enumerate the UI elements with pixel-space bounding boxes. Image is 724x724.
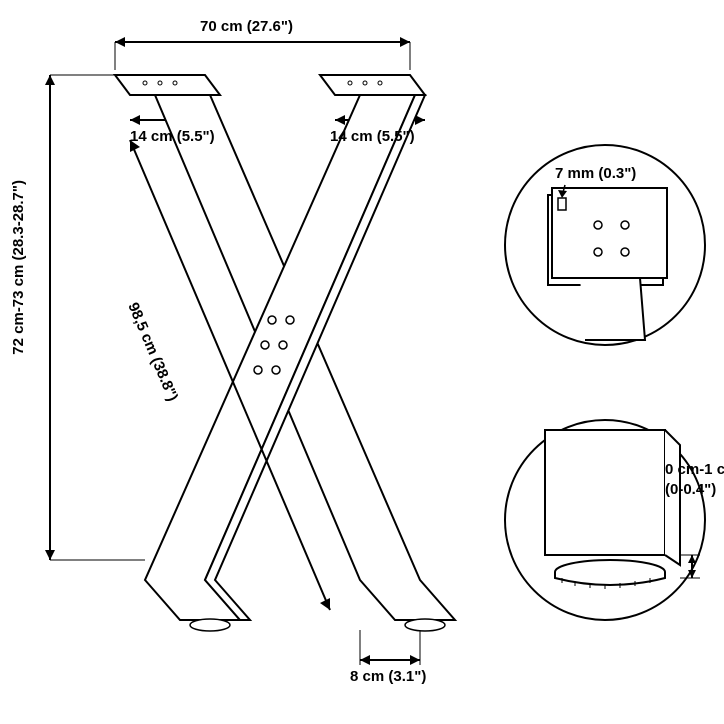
label-height: 72 cm-73 cm (28.3-28.7") <box>10 180 27 355</box>
table-leg-diagram <box>0 0 724 724</box>
label-bolt: 7 mm (0.3") <box>555 165 636 182</box>
label-top-width: 70 cm (27.6") <box>200 18 293 35</box>
label-plate-right: 14 cm (5.5") <box>330 128 415 145</box>
label-foot: 8 cm (3.1") <box>350 668 426 685</box>
label-plate-left: 14 cm (5.5") <box>130 128 215 145</box>
label-adjuster: 0 cm-1 cm(0-0.4") <box>665 460 724 499</box>
